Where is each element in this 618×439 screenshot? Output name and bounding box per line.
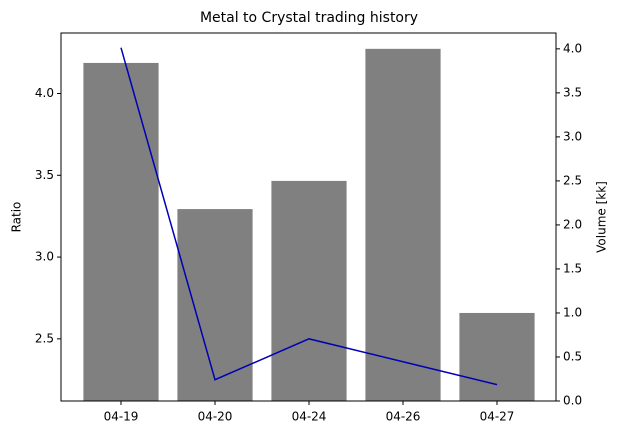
y2-tick-label: 0.5 — [563, 349, 582, 363]
bar — [177, 209, 253, 401]
y-tick-label: 3.5 — [35, 168, 54, 182]
bar — [271, 180, 347, 401]
y2-tick-label: 3.5 — [563, 85, 582, 99]
x-tick-label: 04-27 — [480, 410, 515, 424]
y2-tick-label: 4.0 — [563, 41, 582, 55]
x-tick-label: 04-19 — [104, 410, 139, 424]
y2-tick-label: 3.0 — [563, 129, 582, 143]
y2-tick-label: 2.0 — [563, 217, 582, 231]
y-tick-label: 2.5 — [35, 331, 54, 345]
bar — [459, 312, 535, 401]
x-tick-label: 04-20 — [198, 410, 233, 424]
bar — [83, 62, 159, 401]
y-tick-label: 3.0 — [35, 250, 54, 264]
x-tick-label: 04-24 — [292, 410, 327, 424]
chart-title: Metal to Crystal trading history — [200, 10, 418, 26]
y2-tick-label: 1.0 — [563, 305, 582, 319]
x-tick-label: 04-26 — [386, 410, 421, 424]
y-axis-label: Ratio — [10, 202, 24, 233]
line — [120, 47, 498, 386]
bar — [365, 48, 441, 401]
y2-tick-label: 0.0 — [563, 394, 582, 408]
y2-tick-label: 1.5 — [563, 261, 582, 275]
y2-tick-label: 2.5 — [563, 173, 582, 187]
y-tick-label: 4.0 — [35, 86, 54, 100]
y2-axis-label: Volume [kk] — [595, 181, 609, 253]
